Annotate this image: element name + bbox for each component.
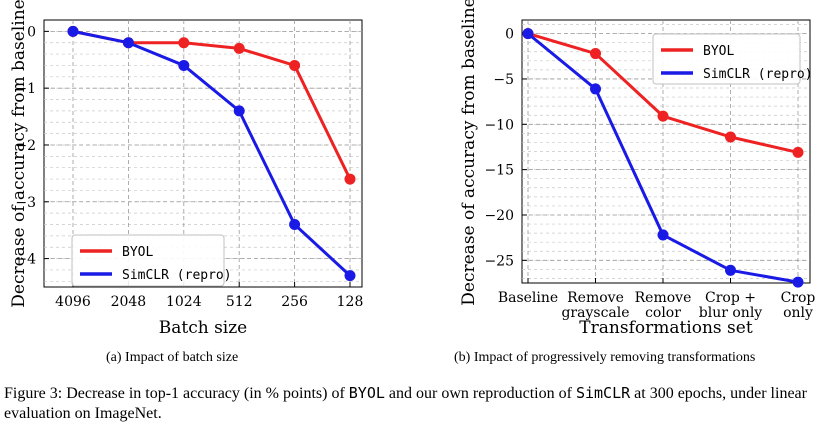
byol-point (657, 110, 669, 122)
simclr-repro-point (657, 229, 669, 241)
x-tick-label: only (783, 305, 813, 321)
simclr-repro-point (792, 276, 804, 288)
simclr-repro-point (522, 28, 534, 40)
y-axis-label: Decrease of accuracy from baseline (459, 0, 479, 306)
simclr-repro-point (122, 37, 134, 49)
y-tick-label: −10 (484, 117, 514, 133)
legend-label: SimCLR (repro) (703, 67, 813, 82)
x-tick-label: Remove (567, 290, 624, 306)
caption-simclr: SimCLR (575, 384, 631, 402)
y-tick-label: −25 (484, 253, 514, 269)
caption-text-1: Figure 3: Decrease in top-1 accuracy (in… (4, 385, 349, 402)
y-axis-label: Decrease of accuracy from baseline (9, 0, 29, 308)
caption-text-2: and our own reproduction of (384, 385, 576, 402)
x-tick-label: Crop + (705, 290, 756, 306)
plot-frame (43, 19, 363, 288)
subcaption-a: (a) Impact of batch size (106, 350, 239, 365)
simclr-repro-point (590, 83, 601, 95)
byol-line (72, 29, 352, 180)
caption-byol: BYOL (348, 384, 385, 402)
figure-caption: Figure 3: Decrease in top-1 accuracy (in… (4, 383, 826, 424)
x-tick-label: 4096 (55, 294, 91, 310)
byol-point (233, 42, 245, 54)
x-tick-label: 1024 (166, 294, 202, 310)
subcaption-b: (b) Impact of progressively removing tra… (454, 350, 756, 365)
simclr-repro-point (67, 25, 79, 37)
y-tick-label: −2 (15, 138, 36, 154)
simclr-repro-point (289, 219, 301, 231)
x-axis-label: Batch size (159, 318, 248, 338)
caption-text-3: at 300 epochs, under linear evaluation o… (4, 385, 807, 422)
legend-label: BYOL (703, 44, 734, 59)
y-tick-label: −4 (15, 252, 36, 268)
simclr-repro-point (725, 264, 736, 276)
x-tick-label: Remove (635, 290, 692, 306)
y-tick-label: −5 (493, 72, 514, 88)
x-tick-label: 2048 (111, 294, 147, 310)
batch-size-chart: 0 −1 −2 −3 −4 4096 2048 1024 512 256 128 Batch size… (9, 0, 364, 338)
y-tick-label: 0 (27, 24, 36, 40)
byol-point (590, 48, 601, 60)
legend-label: BYOL (122, 245, 153, 260)
legend-label: SimCLR (repro) (122, 268, 232, 283)
byol-point (289, 59, 301, 71)
byol-point (792, 146, 804, 158)
simclr-repro-point (233, 105, 245, 117)
byol-point (725, 131, 736, 143)
simclr-repro-point (344, 270, 356, 282)
x-tick-label: 128 (337, 294, 364, 310)
y-tick-label: −20 (484, 208, 514, 224)
simclr-repro-line (72, 29, 352, 277)
x-tick-label: Baseline (498, 290, 558, 306)
x-tick-label: blur only (699, 305, 763, 321)
x-tick-label: Crop (781, 290, 816, 306)
byol-point (178, 37, 190, 49)
x-tick-label: 256 (281, 294, 308, 310)
y-tick-label: −1 (15, 81, 36, 97)
x-axis-label: Transformations set (579, 318, 753, 338)
x-tick-label: color (645, 305, 681, 321)
y-tick-label: −15 (484, 163, 514, 179)
y-tick-label: 0 (505, 27, 514, 43)
simclr-repro-point (178, 59, 190, 71)
byol-point (344, 173, 356, 185)
x-tick-label: grayscale (561, 305, 629, 321)
y-tick-label: −3 (15, 195, 36, 211)
x-tick-label: 512 (226, 294, 253, 310)
